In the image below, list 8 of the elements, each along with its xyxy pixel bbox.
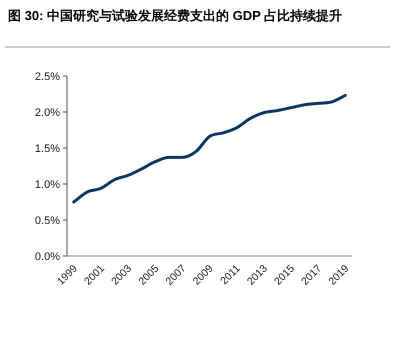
y-tick-label: 1.0% (34, 179, 60, 191)
y-tick-label: 1.5% (34, 143, 60, 155)
y-tick-label: 2.0% (34, 107, 60, 119)
y-tick-label: 0.5% (34, 215, 60, 227)
y-tick-label: 0.0% (34, 251, 60, 263)
line-series (72, 94, 347, 204)
y-tick-label: 2.5% (34, 71, 60, 83)
chart-title: 图 30: 中国研究与试验发展经费支出的 GDP 占比持续提升 (8, 8, 342, 23)
